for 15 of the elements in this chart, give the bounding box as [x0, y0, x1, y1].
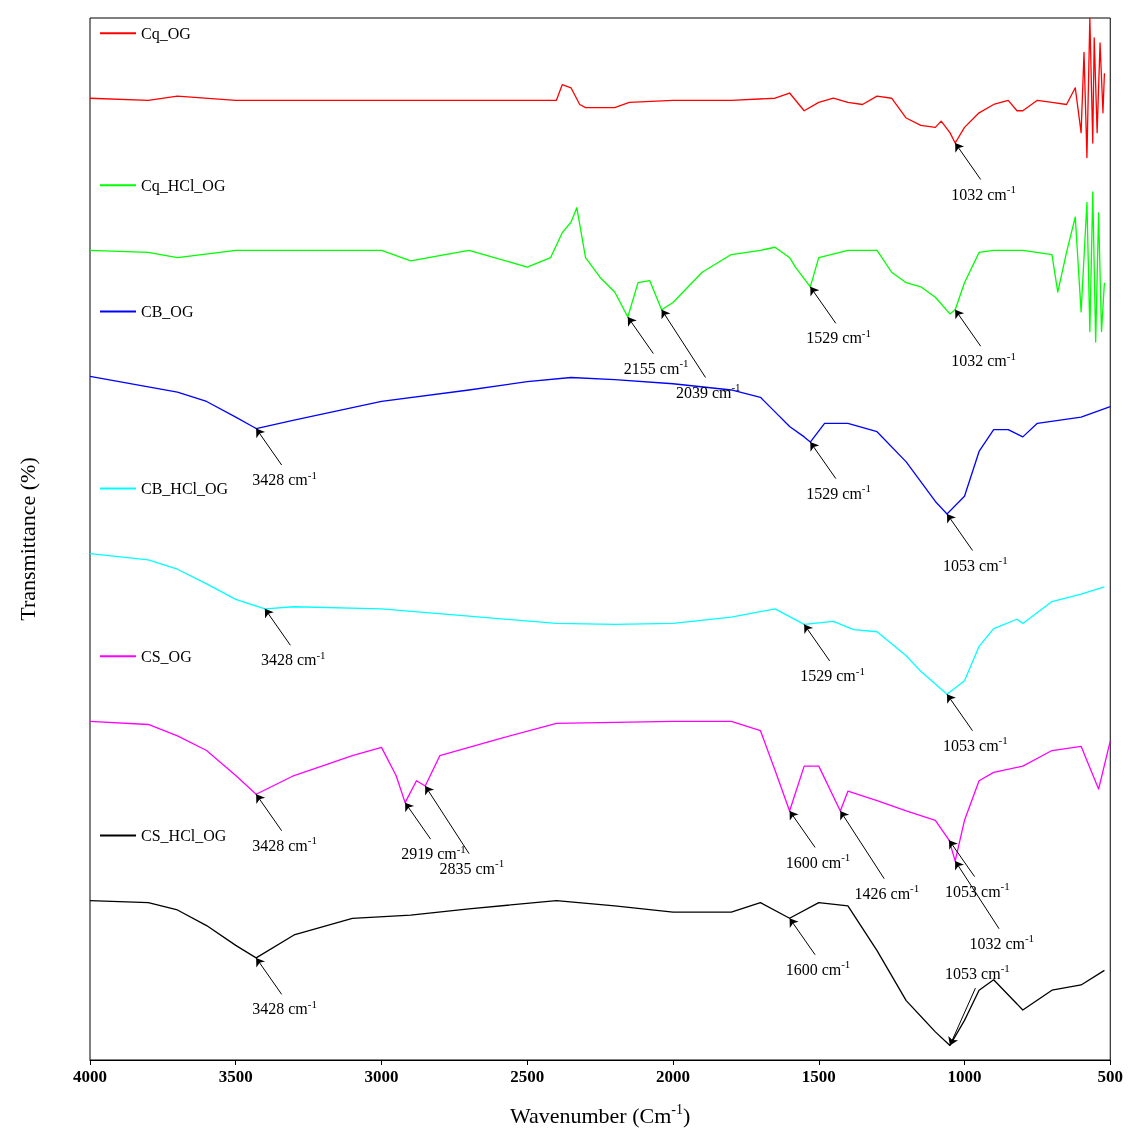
x-tick-label: 3000	[364, 1067, 399, 1086]
x-tick-label: 500	[1097, 1067, 1123, 1086]
legend-label: CB_HCl_OG	[141, 480, 229, 498]
legend-label: Cq_OG	[141, 24, 192, 43]
x-tick-label: 1000	[947, 1067, 982, 1086]
x-tick-label: 1500	[801, 1067, 836, 1086]
x-tick-label: 4000	[73, 1067, 107, 1086]
legend-label: CS_OG	[141, 647, 193, 665]
y-axis-title: Transmittance (%)	[14, 457, 40, 621]
x-tick-label: 2500	[510, 1067, 545, 1086]
legend-label: CB_OG	[141, 302, 194, 320]
x-tick-label: 2000	[656, 1067, 690, 1086]
legend-label: Cq_HCl_OG	[141, 176, 226, 195]
legend-label: CS_HCl_OG	[141, 827, 227, 845]
x-tick-label: 3500	[218, 1067, 253, 1086]
